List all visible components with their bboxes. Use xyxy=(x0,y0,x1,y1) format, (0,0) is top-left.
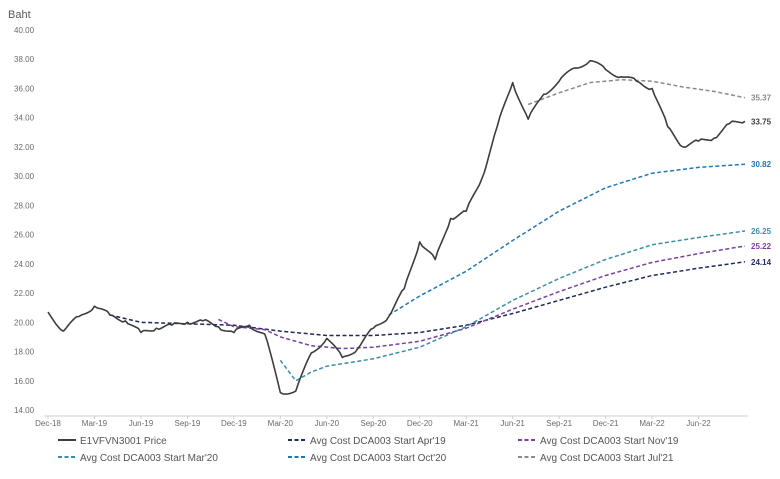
y-tick-label: 20.00 xyxy=(14,318,35,327)
y-tick-label: 26.00 xyxy=(14,231,35,240)
y-tick-label: 24.00 xyxy=(14,260,35,269)
legend-label: E1VFVN3001 Price xyxy=(80,436,167,447)
series-line-4 xyxy=(388,163,746,316)
x-tick-label: Mar-21 xyxy=(454,419,480,428)
legend-label: Avg Cost DCA003 Start Nov'19 xyxy=(540,436,679,447)
x-tick-label: Jun-21 xyxy=(500,419,525,428)
y-tick-label: 16.00 xyxy=(14,377,35,386)
y-tick-label: 22.00 xyxy=(14,289,35,298)
x-tick-label: Jun-22 xyxy=(686,419,711,428)
x-tick-label: Mar-19 xyxy=(82,419,108,428)
x-axis-ticks: Dec-18 Mar-19 Jun-19 Sep-19 Dec-19 Mar-20 Jun-… xyxy=(35,416,711,428)
legend: E1VFVN3001 Price Avg Cost DCA003 Start Ap… xyxy=(58,436,679,464)
end-value-labels: 33.75 24.14 25.22 26.25 30.82 35.37 xyxy=(751,94,772,267)
series-line-5 xyxy=(527,78,746,106)
x-tick-label: Mar-22 xyxy=(639,419,665,428)
x-tick-label: Sep-21 xyxy=(546,419,572,428)
x-tick-label: Dec-19 xyxy=(221,419,247,428)
x-tick-label: Sep-20 xyxy=(360,419,386,428)
y-tick-label: 32.00 xyxy=(14,143,35,152)
end-value-label: 35.37 xyxy=(751,94,772,103)
end-value-label: 24.14 xyxy=(751,258,772,267)
series-line-1 xyxy=(109,261,746,337)
y-tick-label: 18.00 xyxy=(14,348,35,357)
x-tick-label: Dec-20 xyxy=(407,419,433,428)
end-value-label: 25.22 xyxy=(751,242,772,251)
legend-label: Avg Cost DCA003 Start Mar'20 xyxy=(80,453,218,464)
y-tick-label: 14.00 xyxy=(14,406,35,415)
end-value-label: 30.82 xyxy=(751,160,772,169)
y-tick-label: 30.00 xyxy=(14,172,35,181)
x-tick-label: Dec-21 xyxy=(593,419,619,428)
y-tick-label: 34.00 xyxy=(14,114,35,123)
x-tick-label: Sep-19 xyxy=(175,419,201,428)
y-tick-label: 38.00 xyxy=(14,55,35,64)
y-tick-label: 28.00 xyxy=(14,201,35,210)
series-line-3 xyxy=(279,230,746,382)
legend-label: Avg Cost DCA003 Start Jul'21 xyxy=(540,453,674,464)
end-value-label: 33.75 xyxy=(751,117,772,126)
end-value-label: 26.25 xyxy=(751,227,772,236)
series-line-0 xyxy=(47,59,746,395)
y-tick-label: 36.00 xyxy=(14,84,35,93)
legend-label: Avg Cost DCA003 Start Apr'19 xyxy=(310,436,446,447)
x-tick-label: Jun-19 xyxy=(129,419,154,428)
series-line-2 xyxy=(218,245,746,350)
x-tick-label: Dec-18 xyxy=(35,419,61,428)
x-tick-label: Mar-20 xyxy=(268,419,294,428)
x-tick-label: Jun-20 xyxy=(315,419,340,428)
series-layer xyxy=(47,59,746,395)
legend-label: Avg Cost DCA003 Start Oct'20 xyxy=(310,453,447,464)
y-tick-label: 40.00 xyxy=(14,26,35,35)
y-axis-title: Baht xyxy=(8,9,31,21)
y-axis-ticks: 14.00 16.00 18.00 20.00 22.00 24.00 26.00 28.00… xyxy=(14,26,35,415)
